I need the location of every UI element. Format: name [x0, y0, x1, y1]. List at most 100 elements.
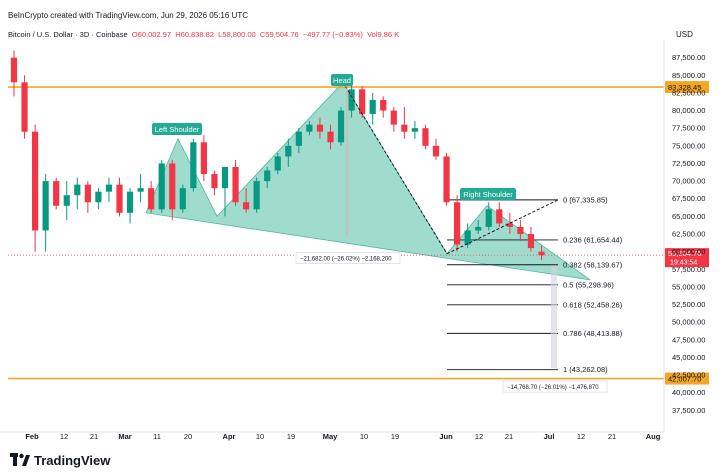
price-tick-label: 55,000.00	[672, 282, 705, 291]
time-tick-label: 12	[475, 432, 483, 441]
candle-body	[21, 82, 28, 132]
candle-body	[137, 188, 144, 192]
candle-body	[264, 170, 271, 182]
candle-body	[211, 174, 218, 189]
fib-level-label: 0 (67,335.85)	[563, 195, 608, 204]
level-price-label: 42,007.70	[668, 374, 701, 383]
candle-body	[105, 184, 113, 192]
candle-body	[337, 110, 345, 143]
tradingview-brand: TradingView	[34, 452, 111, 468]
fib-level-label: 1 (43,262.08)	[563, 365, 608, 374]
candle-body	[390, 110, 397, 125]
pattern-label: Right Shoulder	[463, 190, 513, 199]
candle-body	[179, 188, 186, 210]
candle-body	[200, 142, 207, 175]
time-tick-label: Mar	[118, 432, 131, 441]
time-tick-label: 21	[505, 432, 513, 441]
candle-body	[63, 195, 70, 206]
candle-body	[359, 89, 366, 115]
candle-body	[116, 184, 123, 213]
candle-body	[454, 202, 461, 245]
candle-body	[126, 191, 134, 213]
time-tick-label: 11	[153, 432, 161, 441]
candle-body	[274, 156, 281, 171]
candle-body	[285, 145, 292, 157]
measure-bar	[551, 265, 557, 369]
candle-body	[295, 131, 302, 146]
price-tick-label: 57,500.00	[672, 265, 705, 274]
price-chart[interactable]: 83,328.45 42,007.70 59,504.76 19:43:54 0 (6…	[0, 0, 722, 445]
candle-body	[190, 142, 197, 189]
candle-body	[253, 181, 260, 210]
price-tick-label: 62,500.00	[672, 230, 705, 239]
candle-body	[42, 181, 49, 231]
candle-body	[380, 99, 387, 111]
level-price-label: 83,328.45	[668, 83, 701, 92]
time-tick-label: Apr	[223, 432, 236, 441]
close-value: C59,504.76	[259, 30, 299, 39]
low-value: L58,800.00	[218, 30, 256, 39]
current-price-tag	[665, 248, 709, 268]
time-tick-label: 19	[287, 432, 295, 441]
price-tick-label: 75,000.00	[672, 141, 705, 150]
price-tick-label: 77,500.00	[672, 124, 705, 133]
candle-body	[243, 202, 250, 210]
fib-level-label: 0.618 (52,458.26)	[563, 300, 623, 309]
candle-body	[10, 57, 18, 83]
price-tick-label: 37,500.00	[672, 406, 705, 415]
high-value: H60,838.82	[175, 30, 214, 39]
price-tick-label: 85,000.00	[672, 71, 705, 80]
pattern-label-box	[152, 123, 202, 135]
price-tick-label: 65,000.00	[672, 212, 705, 221]
fib-level-label: 0.382 (58,139.67)	[563, 260, 623, 269]
level-price-tag	[665, 81, 709, 94]
volume-value: Vol9.86 K	[367, 30, 400, 39]
price-tick-label: 87,500.00	[672, 53, 705, 62]
measure-label-target: −14,768.70 (−26.01%) −1,476,870	[507, 385, 599, 391]
candle-body	[169, 163, 176, 210]
created-by-text: BeInCrypto created with TradingView.com,…	[8, 11, 248, 20]
time-tick-label: Feb	[25, 432, 39, 441]
bar-countdown: 19:43:54	[670, 260, 697, 267]
time-tick-label: 12	[577, 432, 585, 441]
candle-body	[485, 209, 492, 227]
candle-body	[517, 226, 524, 234]
candle-body	[53, 181, 60, 206]
fib-level-label: 0.236 (61,654.44)	[563, 235, 623, 244]
level-price-tag	[665, 372, 709, 385]
pattern-label: Head	[333, 76, 351, 85]
time-tick-label: May	[323, 432, 338, 441]
measure-label-head: −21,682.00 (−26.02%) −2,168,200	[300, 257, 392, 263]
time-tick-label: 10	[256, 432, 264, 441]
candle-body	[443, 156, 450, 203]
candle-body	[348, 89, 355, 111]
price-tick-label: 52,500.00	[672, 300, 705, 309]
candle-body	[527, 234, 535, 249]
open-value: O60,002.97	[131, 30, 172, 39]
candle-body	[538, 251, 545, 256]
currency-label: USD	[676, 30, 693, 39]
candle-body	[158, 163, 165, 210]
candle-body	[306, 124, 313, 132]
price-tick-label: 42,500.00	[672, 371, 705, 380]
candle-body	[464, 230, 471, 245]
price-tick-label: 67,500.00	[672, 194, 705, 203]
fib-level-label: 0.786 (48,413.88)	[563, 329, 623, 338]
candle-body	[432, 145, 440, 157]
current-price-label: 59,504.76	[668, 249, 701, 258]
tradingview-logo: TradingView	[10, 449, 110, 471]
candle-body	[32, 131, 39, 231]
price-tick-label: 40,000.00	[672, 388, 705, 397]
time-tick-label: 20	[184, 432, 192, 441]
candle-body	[74, 184, 81, 196]
fib-level-label: 0.5 (55,298.96)	[563, 280, 614, 289]
time-tick-label: Jun	[439, 432, 453, 441]
candle-body	[369, 99, 376, 115]
price-tick-label: 60,000.00	[672, 247, 705, 256]
candle-body	[475, 226, 482, 231]
candle-body	[232, 166, 239, 203]
candle-body	[401, 124, 408, 132]
measure-label-box	[295, 252, 401, 264]
time-tick-label: 21	[90, 432, 98, 441]
price-tick-label: 70,000.00	[672, 177, 705, 186]
